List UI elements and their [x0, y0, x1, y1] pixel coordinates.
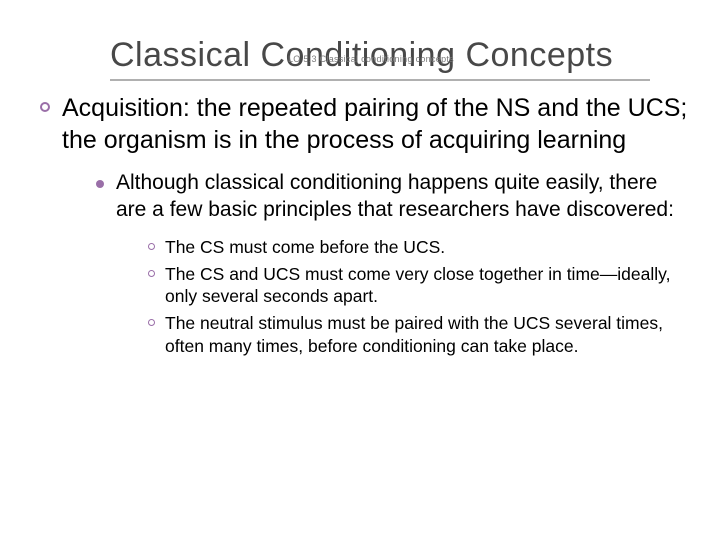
bullet-level2-text: Although classical conditioning happens … [116, 170, 690, 224]
bullet-sub-open-circle-icon [148, 243, 155, 250]
bullet-level3-item: The CS must come before the UCS. [148, 236, 690, 259]
bullet-level3-item: The neutral stimulus must be paired with… [148, 312, 690, 358]
bullet-level3-text: The CS and UCS must come very close toge… [165, 263, 690, 309]
bullet-filled-circle-icon [96, 180, 104, 188]
bullet-level1-text: Acquisition: the repeated pairing of the… [62, 92, 690, 156]
bullet-level3-item: The CS and UCS must come very close toge… [148, 263, 690, 309]
bullet-level3-text: The neutral stimulus must be paired with… [165, 312, 690, 358]
bullet-level3-text: The CS must come before the UCS. [165, 236, 445, 259]
bullet-open-circle-icon [40, 102, 50, 112]
bullet-level1: Acquisition: the repeated pairing of the… [40, 92, 690, 156]
learning-objective-label: LO 5.3 Classical conditioning concepts [288, 54, 454, 64]
bullet-sub-open-circle-icon [148, 270, 155, 277]
slide-content: Acquisition: the repeated pairing of the… [40, 92, 690, 362]
bullet-level2: Although classical conditioning happens … [96, 170, 690, 224]
bullet-sub-open-circle-icon [148, 319, 155, 326]
title-underline [110, 79, 650, 81]
